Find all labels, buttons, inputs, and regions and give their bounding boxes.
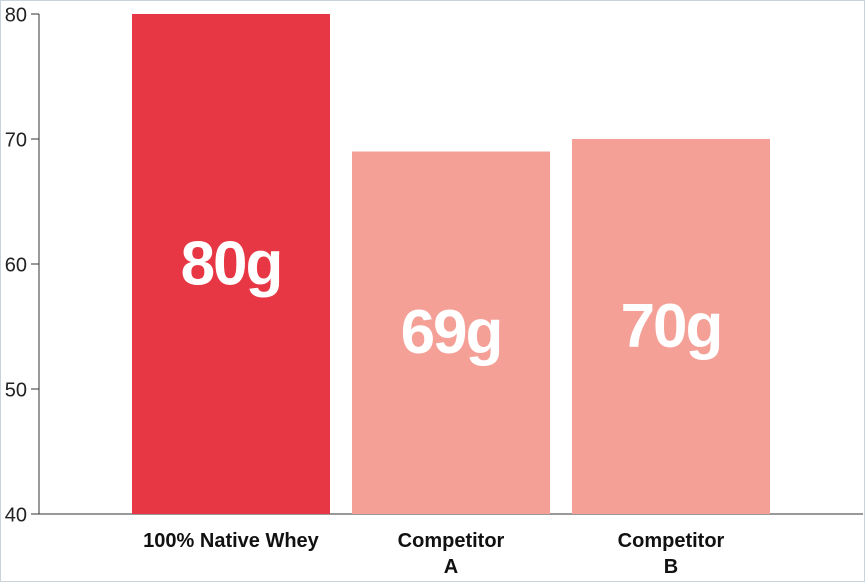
value-label: 69g [401,298,502,367]
value-label: 80g [181,229,282,298]
x-tick-label: Competitor B [617,530,725,578]
x-tick-label: Competitor A [397,530,505,578]
y-tick-label: 50 [5,379,27,401]
bar [572,139,770,514]
y-tick-label: 70 [5,129,27,151]
bar [352,151,550,514]
y-tick-label: 60 [5,254,27,276]
bar [132,14,330,514]
value-label: 70g [621,292,722,361]
y-tick-label: 40 [5,504,27,526]
y-tick-label: 80 [5,4,27,26]
x-tick-label: 100% Native Whey [143,530,319,552]
